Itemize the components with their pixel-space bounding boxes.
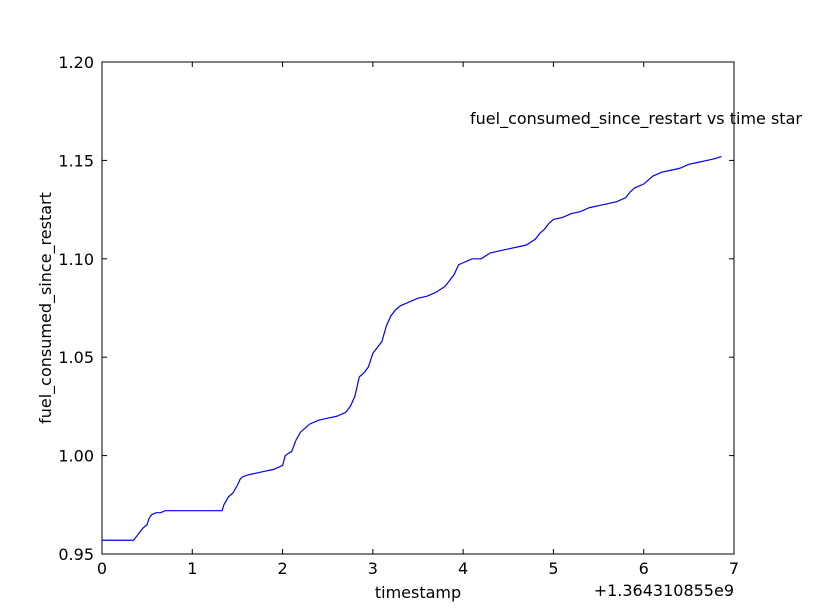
y-axis-label: fuel_consumed_since_restart <box>36 192 56 424</box>
y-tick-label: 1.10 <box>58 250 94 269</box>
y-tick-label: 0.95 <box>58 545 94 564</box>
x-axis-label: timestamp <box>375 583 461 602</box>
plot-frame <box>101 61 735 555</box>
plot-area <box>102 62 734 554</box>
x-axis: 0 1 2 3 4 5 6 7 <box>97 62 739 578</box>
x-tick-label: 1 <box>187 559 197 578</box>
x-tick-label: 0 <box>97 559 107 578</box>
x-tick-label: 2 <box>277 559 287 578</box>
series-lines <box>102 155 722 541</box>
y-axis: 0.95 1.00 1.05 1.10 1.15 1.20 <box>58 53 734 564</box>
y-tick-label: 1.00 <box>58 447 94 466</box>
x-tick-label: 6 <box>639 559 649 578</box>
chart-title: fuel_consumed_since_restart vs time star <box>470 109 802 129</box>
x-tick-label: 7 <box>729 559 739 578</box>
x-tick-label: 5 <box>548 559 558 578</box>
x-tick-label: 4 <box>458 559 468 578</box>
x-tick-label: 3 <box>368 559 378 578</box>
y-tick-label: 1.15 <box>58 151 94 170</box>
series-line-0 <box>102 155 722 541</box>
y-tick-label: 1.20 <box>58 53 94 72</box>
y-tick-label: 1.05 <box>58 348 94 367</box>
x-offset-label: +1.364310855e9 <box>594 581 734 600</box>
